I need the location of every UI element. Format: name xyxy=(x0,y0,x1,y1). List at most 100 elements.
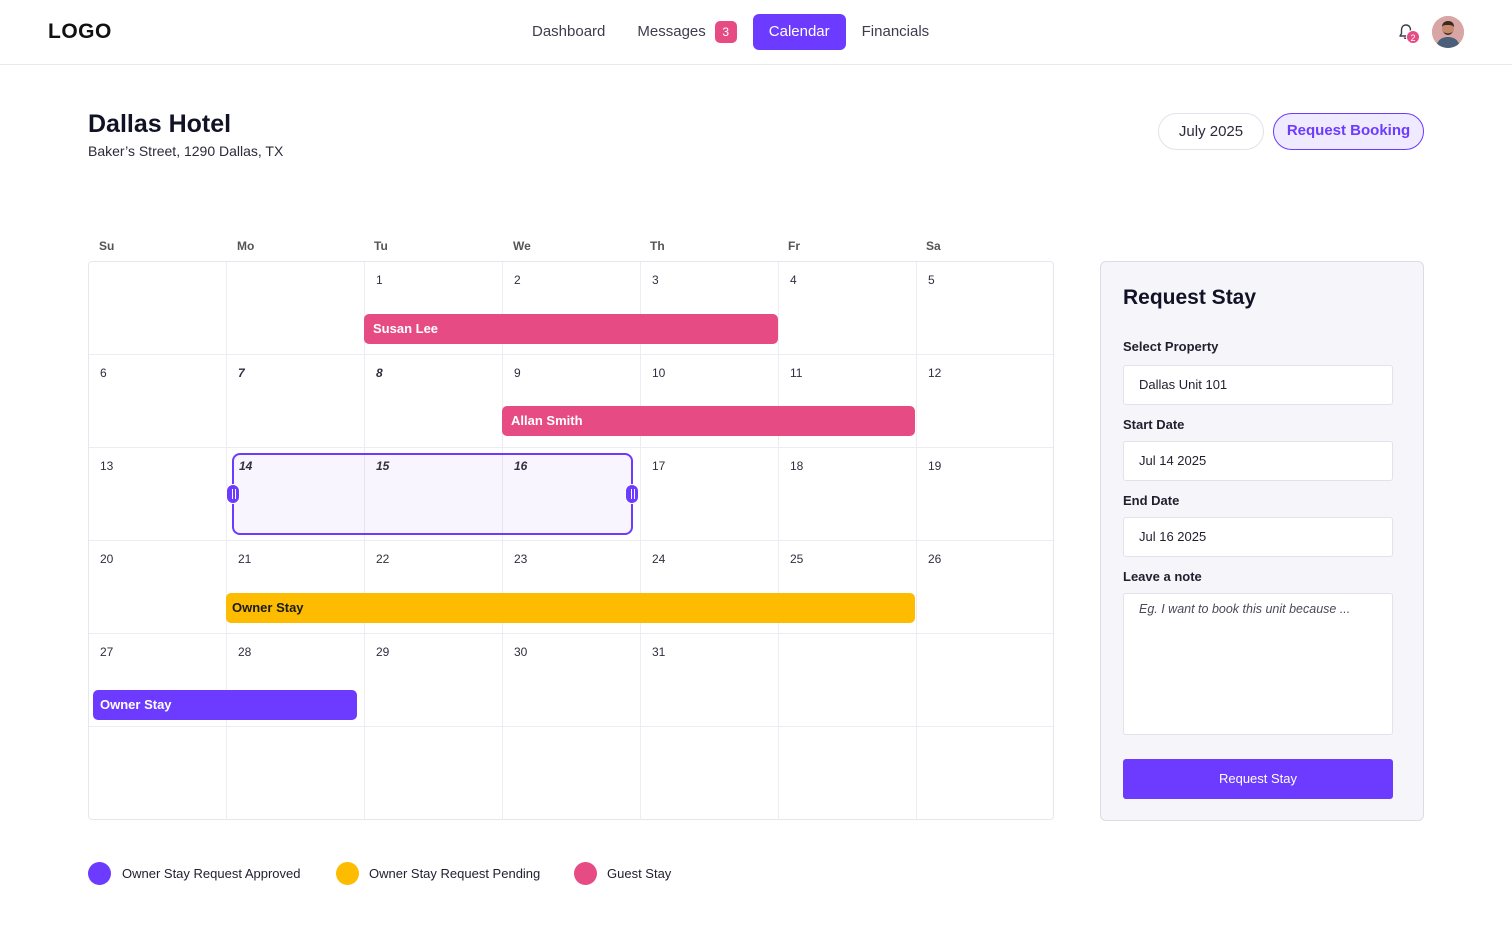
weekday-header: Su xyxy=(99,239,115,253)
day-number: 29 xyxy=(376,645,390,659)
top-navigation-bar: LOGO Dashboard Messages 3 Calendar Financ… xyxy=(0,0,1512,65)
calendar-day-cell[interactable] xyxy=(641,727,779,820)
main-nav: Dashboard Messages 3 Calendar Financials xyxy=(516,14,945,50)
calendar-day-cell[interactable] xyxy=(917,634,1053,727)
calendar-day-cell[interactable] xyxy=(227,448,365,541)
calendar-day-cell[interactable] xyxy=(365,727,503,820)
day-number: 2 xyxy=(514,273,521,287)
calendar-day-cell[interactable] xyxy=(227,262,365,355)
day-number: 9 xyxy=(514,366,521,380)
calendar-day-cell[interactable]: 3 xyxy=(641,262,779,355)
day-number: 3 xyxy=(652,273,659,287)
day-number: 26 xyxy=(928,552,942,566)
calendar-day-cell[interactable] xyxy=(89,727,227,820)
calendar-day-cell[interactable]: 27 xyxy=(89,634,227,727)
day-number: 11 xyxy=(790,366,803,380)
start-date-field[interactable]: Jul 14 2025 xyxy=(1123,441,1393,481)
calendar-day-cell[interactable] xyxy=(89,262,227,355)
nav-calendar[interactable]: Calendar xyxy=(752,14,846,50)
calendar-event-guest[interactable]: Susan Lee xyxy=(364,314,778,344)
calendar-day-cell[interactable]: 21 xyxy=(227,541,365,634)
end-date-field[interactable]: Jul 16 2025 xyxy=(1123,517,1393,557)
calendar-day-cell[interactable]: 24 xyxy=(641,541,779,634)
calendar-day-cell[interactable] xyxy=(227,727,365,820)
day-number: 8 xyxy=(376,366,383,380)
calendar-day-cell[interactable]: 20 xyxy=(89,541,227,634)
legend-pending-label: Owner Stay Request Pending xyxy=(369,866,541,881)
calendar-day-cell[interactable]: 5 xyxy=(917,262,1053,355)
calendar-event-pending[interactable]: Owner Stay xyxy=(226,593,915,623)
calendar-day-cell[interactable]: 26 xyxy=(917,541,1053,634)
note-textarea[interactable]: Eg. I want to book this unit because ... xyxy=(1123,593,1393,735)
calendar-day-cell[interactable]: 11 xyxy=(779,355,917,448)
legend-guest-dot xyxy=(574,862,597,885)
legend-pending-dot xyxy=(336,862,359,885)
calendar-event-guest[interactable]: Allan Smith xyxy=(502,406,915,436)
day-number: 7 xyxy=(238,366,245,380)
page-title: Dallas Hotel xyxy=(88,110,232,138)
calendar-day-cell[interactable]: 8 xyxy=(365,355,503,448)
date-range-selection[interactable] xyxy=(232,453,633,535)
select-property-label: Select Property xyxy=(1123,339,1219,354)
calendar-day-cell[interactable]: 17 xyxy=(641,448,779,541)
calendar-day-cell[interactable]: 29 xyxy=(365,634,503,727)
calendar-day-cell[interactable]: 4 xyxy=(779,262,917,355)
day-number: 12 xyxy=(928,366,942,380)
calendar-day-cell[interactable]: 30 xyxy=(503,634,641,727)
day-number: 1 xyxy=(376,273,383,287)
calendar-day-cell[interactable]: 25 xyxy=(779,541,917,634)
calendar-day-cell[interactable]: 13 xyxy=(89,448,227,541)
calendar-day-cell[interactable] xyxy=(503,448,641,541)
day-number: 23 xyxy=(514,552,528,566)
note-label: Leave a note xyxy=(1123,569,1202,584)
calendar-day-cell[interactable] xyxy=(917,727,1053,820)
nav-financials-label: Financials xyxy=(861,23,930,40)
request-stay-title: Request Stay xyxy=(1123,286,1257,309)
calendar-day-cell[interactable] xyxy=(779,727,917,820)
calendar-day-cell[interactable]: 7 xyxy=(227,355,365,448)
calendar-grid: 1 2 3 4 5 6 7 8 9 10 11 12 13 17 18 19 20 21 22 23 24 25 26 27 2… xyxy=(88,261,1054,820)
nav-calendar-label: Calendar xyxy=(768,23,830,40)
day-number: 21 xyxy=(238,552,252,566)
weekday-header: Th xyxy=(650,239,665,253)
calendar-day-cell[interactable]: 22 xyxy=(365,541,503,634)
selected-day-number: 16 xyxy=(514,459,528,473)
month-selector[interactable]: July 2025 xyxy=(1158,113,1264,150)
selected-day-number: 15 xyxy=(376,459,390,473)
calendar-day-cell[interactable]: 6 xyxy=(89,355,227,448)
calendar-day-cell[interactable]: 12 xyxy=(917,355,1053,448)
calendar-day-cell[interactable]: 18 xyxy=(779,448,917,541)
calendar-day-cell[interactable]: 31 xyxy=(641,634,779,727)
calendar-day-cell[interactable]: 2 xyxy=(503,262,641,355)
request-stay-button[interactable]: Request Stay xyxy=(1123,759,1393,799)
messages-count-badge: 3 xyxy=(714,21,737,43)
legend-guest-label: Guest Stay xyxy=(607,866,672,881)
request-booking-button[interactable]: Request Booking xyxy=(1273,113,1424,150)
logo[interactable]: LOGO xyxy=(48,20,112,43)
calendar-day-cell[interactable] xyxy=(503,727,641,820)
calendar-day-cell[interactable] xyxy=(779,634,917,727)
selection-end-handle[interactable] xyxy=(625,484,639,504)
property-select[interactable]: Dallas Unit 101 xyxy=(1123,365,1393,405)
day-number: 17 xyxy=(652,459,666,473)
nav-dashboard-label: Dashboard xyxy=(532,23,606,40)
nav-financials[interactable]: Financials xyxy=(846,14,946,50)
calendar-day-cell[interactable]: 19 xyxy=(917,448,1053,541)
selection-start-handle[interactable] xyxy=(226,484,240,504)
nav-messages[interactable]: Messages 3 xyxy=(621,14,752,50)
calendar-day-cell[interactable]: 1 xyxy=(365,262,503,355)
day-number: 25 xyxy=(790,552,804,566)
weekday-header: Fr xyxy=(788,239,800,253)
calendar-event-approved[interactable]: Owner Stay xyxy=(93,690,357,720)
calendar-day-cell[interactable]: 9 xyxy=(503,355,641,448)
day-number: 20 xyxy=(100,552,114,566)
calendar-day-cell[interactable]: 28 xyxy=(227,634,365,727)
avatar[interactable] xyxy=(1432,16,1464,48)
day-number: 6 xyxy=(100,366,107,380)
weekday-header: Sa xyxy=(926,239,941,253)
legend-approved-label: Owner Stay Request Approved xyxy=(122,866,301,881)
nav-dashboard[interactable]: Dashboard xyxy=(516,14,621,50)
calendar-day-cell[interactable]: 10 xyxy=(641,355,779,448)
calendar-day-cell[interactable]: 23 xyxy=(503,541,641,634)
calendar-day-cell[interactable] xyxy=(365,448,503,541)
